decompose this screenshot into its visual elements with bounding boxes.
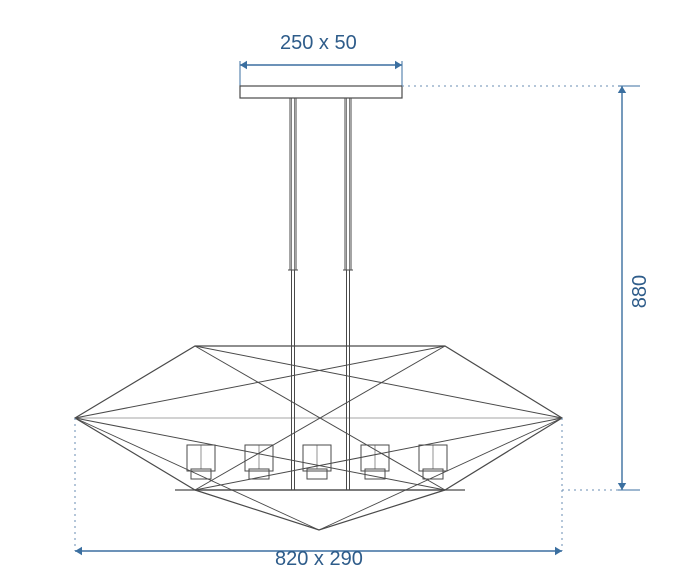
dim-label-top: 250 x 50 xyxy=(280,32,357,55)
dimension-drawing: 250 x 50 820 x 290 880 xyxy=(0,0,695,577)
dim-label-bottom: 820 x 290 xyxy=(275,548,363,571)
dim-label-right: 880 xyxy=(629,275,652,308)
drawing-svg xyxy=(0,0,695,577)
